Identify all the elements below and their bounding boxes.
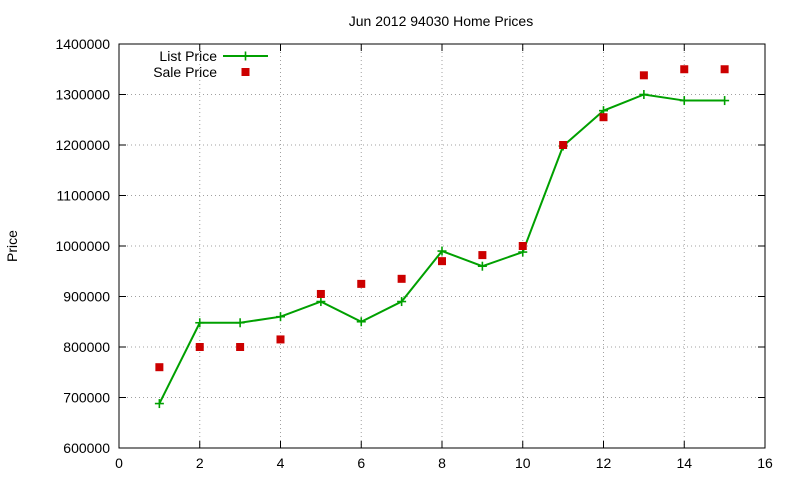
x-tick-label: 4 — [277, 455, 285, 471]
sale-price-point — [357, 279, 366, 288]
legend-label-list-price: List Price — [159, 48, 217, 64]
y-tick-label: 1000000 — [55, 238, 110, 254]
y-tick-label: 1200000 — [55, 137, 110, 153]
sale-price-point — [720, 65, 729, 74]
list-price-point — [437, 246, 447, 256]
list-price-point — [720, 96, 730, 106]
x-tick-label: 10 — [515, 455, 531, 471]
x-tick-label: 16 — [757, 455, 773, 471]
list-price-point — [639, 90, 649, 99]
grid — [119, 44, 765, 448]
x-tick-label: 14 — [676, 455, 692, 471]
list-price-point — [235, 318, 245, 328]
sale-price-point — [195, 343, 204, 351]
list-price-point — [276, 312, 285, 322]
y-tick-label: 800000 — [63, 339, 110, 355]
list-price-point — [195, 318, 205, 328]
list-price-point — [316, 297, 326, 307]
sale-price-point — [518, 242, 527, 250]
sale-price-point — [236, 343, 245, 351]
sale-price-point — [559, 141, 568, 149]
sale-price-point — [276, 335, 285, 344]
series — [154, 65, 730, 409]
y-axis-label: Price — [4, 230, 20, 262]
sale-price-point — [599, 113, 608, 122]
y-tick-label: 1300000 — [55, 87, 110, 103]
y-tick-label: 1400000 — [55, 36, 110, 52]
sale-price-point — [397, 274, 406, 283]
legend-swatch-list-price-marker — [241, 51, 250, 61]
y-tick-label: 900000 — [63, 289, 110, 305]
list-price-point — [397, 297, 407, 307]
sale-price-point — [155, 363, 164, 372]
list-price-point — [154, 399, 164, 409]
list-price-point — [477, 261, 487, 271]
sale-price-point — [680, 65, 689, 74]
chart-title: Jun 2012 94030 Home Prices — [349, 13, 533, 29]
x-tick-label: 0 — [115, 455, 123, 471]
sale-price-point — [316, 289, 325, 298]
x-tick-label: 2 — [196, 455, 204, 471]
x-tick-label: 6 — [357, 455, 365, 471]
list-price-point — [679, 96, 689, 106]
list-price-point — [356, 317, 366, 327]
x-tick-label: 8 — [438, 455, 446, 471]
y-tick-label: 700000 — [63, 390, 110, 406]
y-tick-label: 1100000 — [57, 188, 111, 204]
axis-ticks: 600000 700000 800000 900000 1000000 1100000 12… — [55, 36, 773, 471]
sale-price-point — [639, 71, 648, 80]
legend-swatch-sale-price — [241, 68, 250, 76]
y-tick-label: 600000 — [63, 440, 110, 456]
legend-label-sale-price: Sale Price — [153, 64, 217, 80]
x-tick-label: 12 — [596, 455, 612, 471]
sale-price-point — [438, 257, 446, 266]
legend: List Price Sale Price — [153, 48, 268, 80]
sale-price-point — [478, 251, 487, 260]
